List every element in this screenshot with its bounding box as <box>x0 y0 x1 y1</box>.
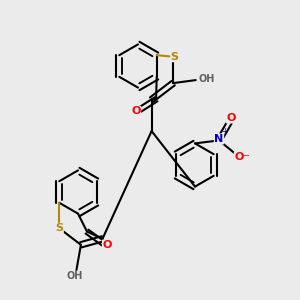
Text: O: O <box>234 152 244 162</box>
Text: S: S <box>171 52 179 62</box>
Text: +: + <box>221 128 228 136</box>
Text: S: S <box>55 223 63 233</box>
Text: O: O <box>131 106 141 116</box>
Text: N: N <box>214 134 224 144</box>
Text: OH: OH <box>67 271 83 281</box>
Text: −: − <box>242 151 250 160</box>
Text: O: O <box>102 240 112 250</box>
Text: OH: OH <box>199 74 215 84</box>
Text: O: O <box>226 113 236 123</box>
